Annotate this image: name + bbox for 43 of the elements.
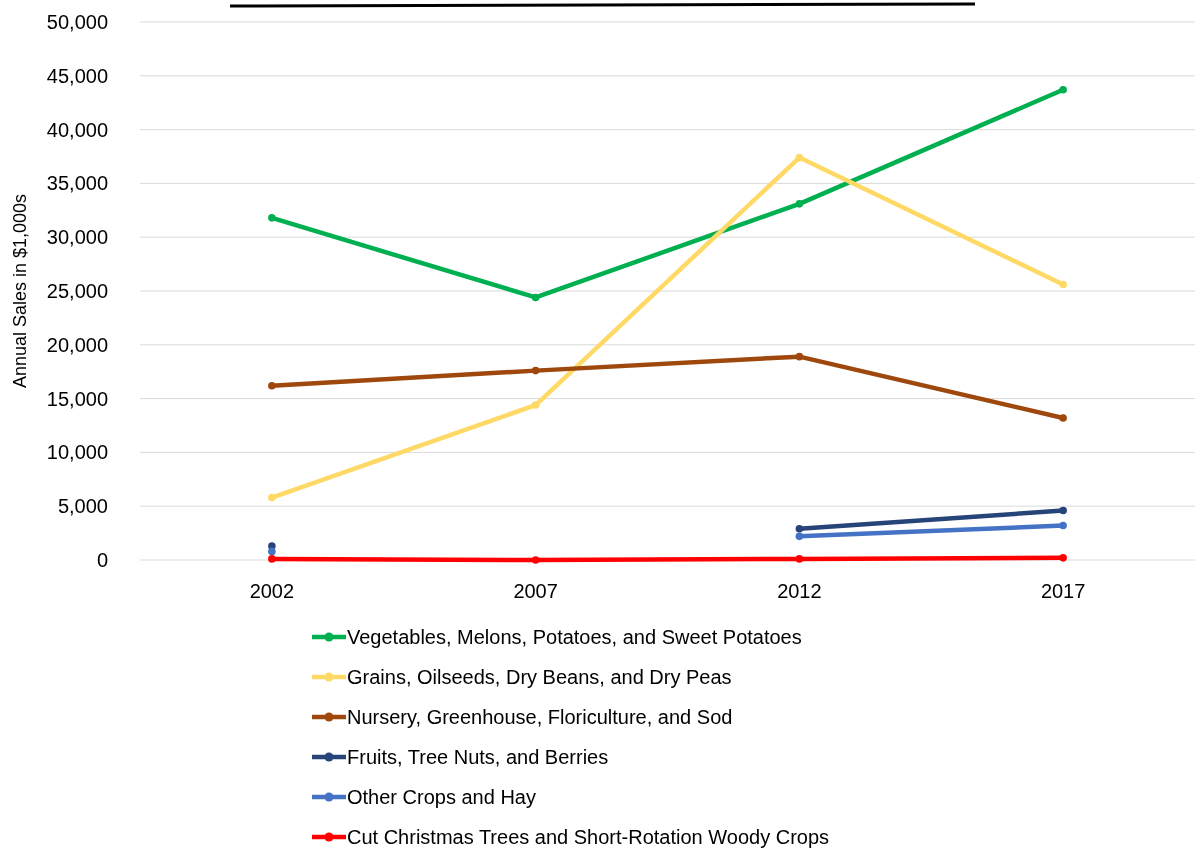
x-tick-label: 2017	[1040, 580, 1086, 602]
point	[268, 381, 276, 390]
y-tick-label: 45,000	[46, 64, 108, 87]
y-tick-label: 10,000	[46, 441, 108, 464]
point	[795, 532, 804, 541]
y-tick-label: 40,000	[46, 118, 108, 141]
y-tick-label: 35,000	[46, 172, 108, 195]
point	[268, 493, 276, 502]
y-tick-label: 25,000	[46, 280, 108, 302]
point	[795, 525, 804, 533]
y-axis-title: Annual Sales in $1,000s	[10, 193, 30, 389]
legend-label: Other Crops and Hay	[347, 786, 536, 808]
y-tick-label: 0	[96, 549, 108, 571]
x-tick-label: 2012	[777, 580, 822, 602]
point	[531, 366, 540, 375]
point	[1059, 521, 1067, 530]
legend-label: Vegetables, Melons, Potatoes, and Sweet Potatoes	[347, 626, 802, 648]
y-tick-label: 20,000	[46, 333, 108, 356]
point	[795, 555, 804, 563]
y-tick-label: 30,000	[46, 226, 108, 249]
point	[1059, 414, 1067, 422]
point	[1059, 506, 1067, 515]
legend-label: Nursery, Greenhouse, Floriculture, and Sod	[347, 706, 733, 728]
y-tick-label: 15,000	[46, 387, 108, 410]
legend-label: Fruits, Tree Nuts, and Berries	[347, 746, 609, 768]
point	[795, 200, 804, 208]
point	[1059, 554, 1067, 562]
point	[795, 153, 804, 162]
point	[268, 214, 276, 222]
legend-label: Grains, Oilseeds, Dry Beans, and Dry Peas	[347, 666, 732, 688]
y-tick-label: 5,000	[57, 495, 108, 518]
y-tick-label: 50,000	[46, 11, 108, 33]
point	[531, 556, 540, 564]
point	[1059, 85, 1067, 94]
x-tick-label: 2002	[249, 580, 295, 602]
point	[531, 293, 540, 302]
x-tick-label: 2007	[513, 580, 558, 602]
point	[1059, 280, 1067, 289]
point	[795, 352, 804, 361]
point	[268, 555, 276, 563]
point	[531, 401, 540, 409]
legend-label: Cut Christmas Trees and Short-Rotation Woody Crops	[347, 826, 830, 848]
point	[268, 547, 276, 556]
